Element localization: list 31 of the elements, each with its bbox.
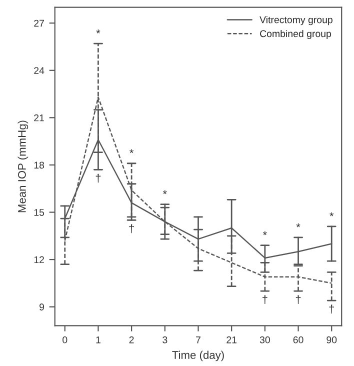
y-tick-label: 12 xyxy=(34,256,44,264)
annotation: * xyxy=(330,212,334,216)
annotation: † xyxy=(129,224,134,234)
y-axis-title: Mean IOP (mmHg) xyxy=(18,120,28,212)
x-tick-label: 1 xyxy=(96,336,100,344)
annotation: * xyxy=(130,149,134,154)
x-tick-label: 21 xyxy=(226,336,237,344)
y-tick-label: 9 xyxy=(40,304,44,310)
legend-label: Combined group xyxy=(260,30,332,40)
annotation: † xyxy=(329,304,334,314)
annotation: † xyxy=(296,295,301,304)
annotation: † xyxy=(262,295,268,304)
y-tick-label: 15 xyxy=(34,209,44,216)
y-tick-label: 18 xyxy=(34,162,44,169)
x-tick-label: 30 xyxy=(260,336,270,344)
x-tick-label: 60 xyxy=(293,336,304,344)
x-tick-label: 3 xyxy=(162,336,168,344)
x-axis-title: Time (day) xyxy=(172,350,224,362)
x-tick-label: 2 xyxy=(129,336,134,344)
legend-label: Vitrectomy group xyxy=(260,16,332,26)
annotation: * xyxy=(262,231,267,236)
annotation: * xyxy=(96,29,100,34)
x-tick-label: 7 xyxy=(196,336,200,344)
annotation: * xyxy=(162,190,167,194)
y-tick-label: 24 xyxy=(34,67,44,74)
y-tick-label: 21 xyxy=(34,114,44,122)
annotation: † xyxy=(96,174,101,183)
x-tick-label: 0 xyxy=(62,336,68,344)
y-tick-label: 27 xyxy=(34,20,44,27)
annotation: * xyxy=(296,223,300,228)
x-tick-label: 90 xyxy=(326,336,337,344)
